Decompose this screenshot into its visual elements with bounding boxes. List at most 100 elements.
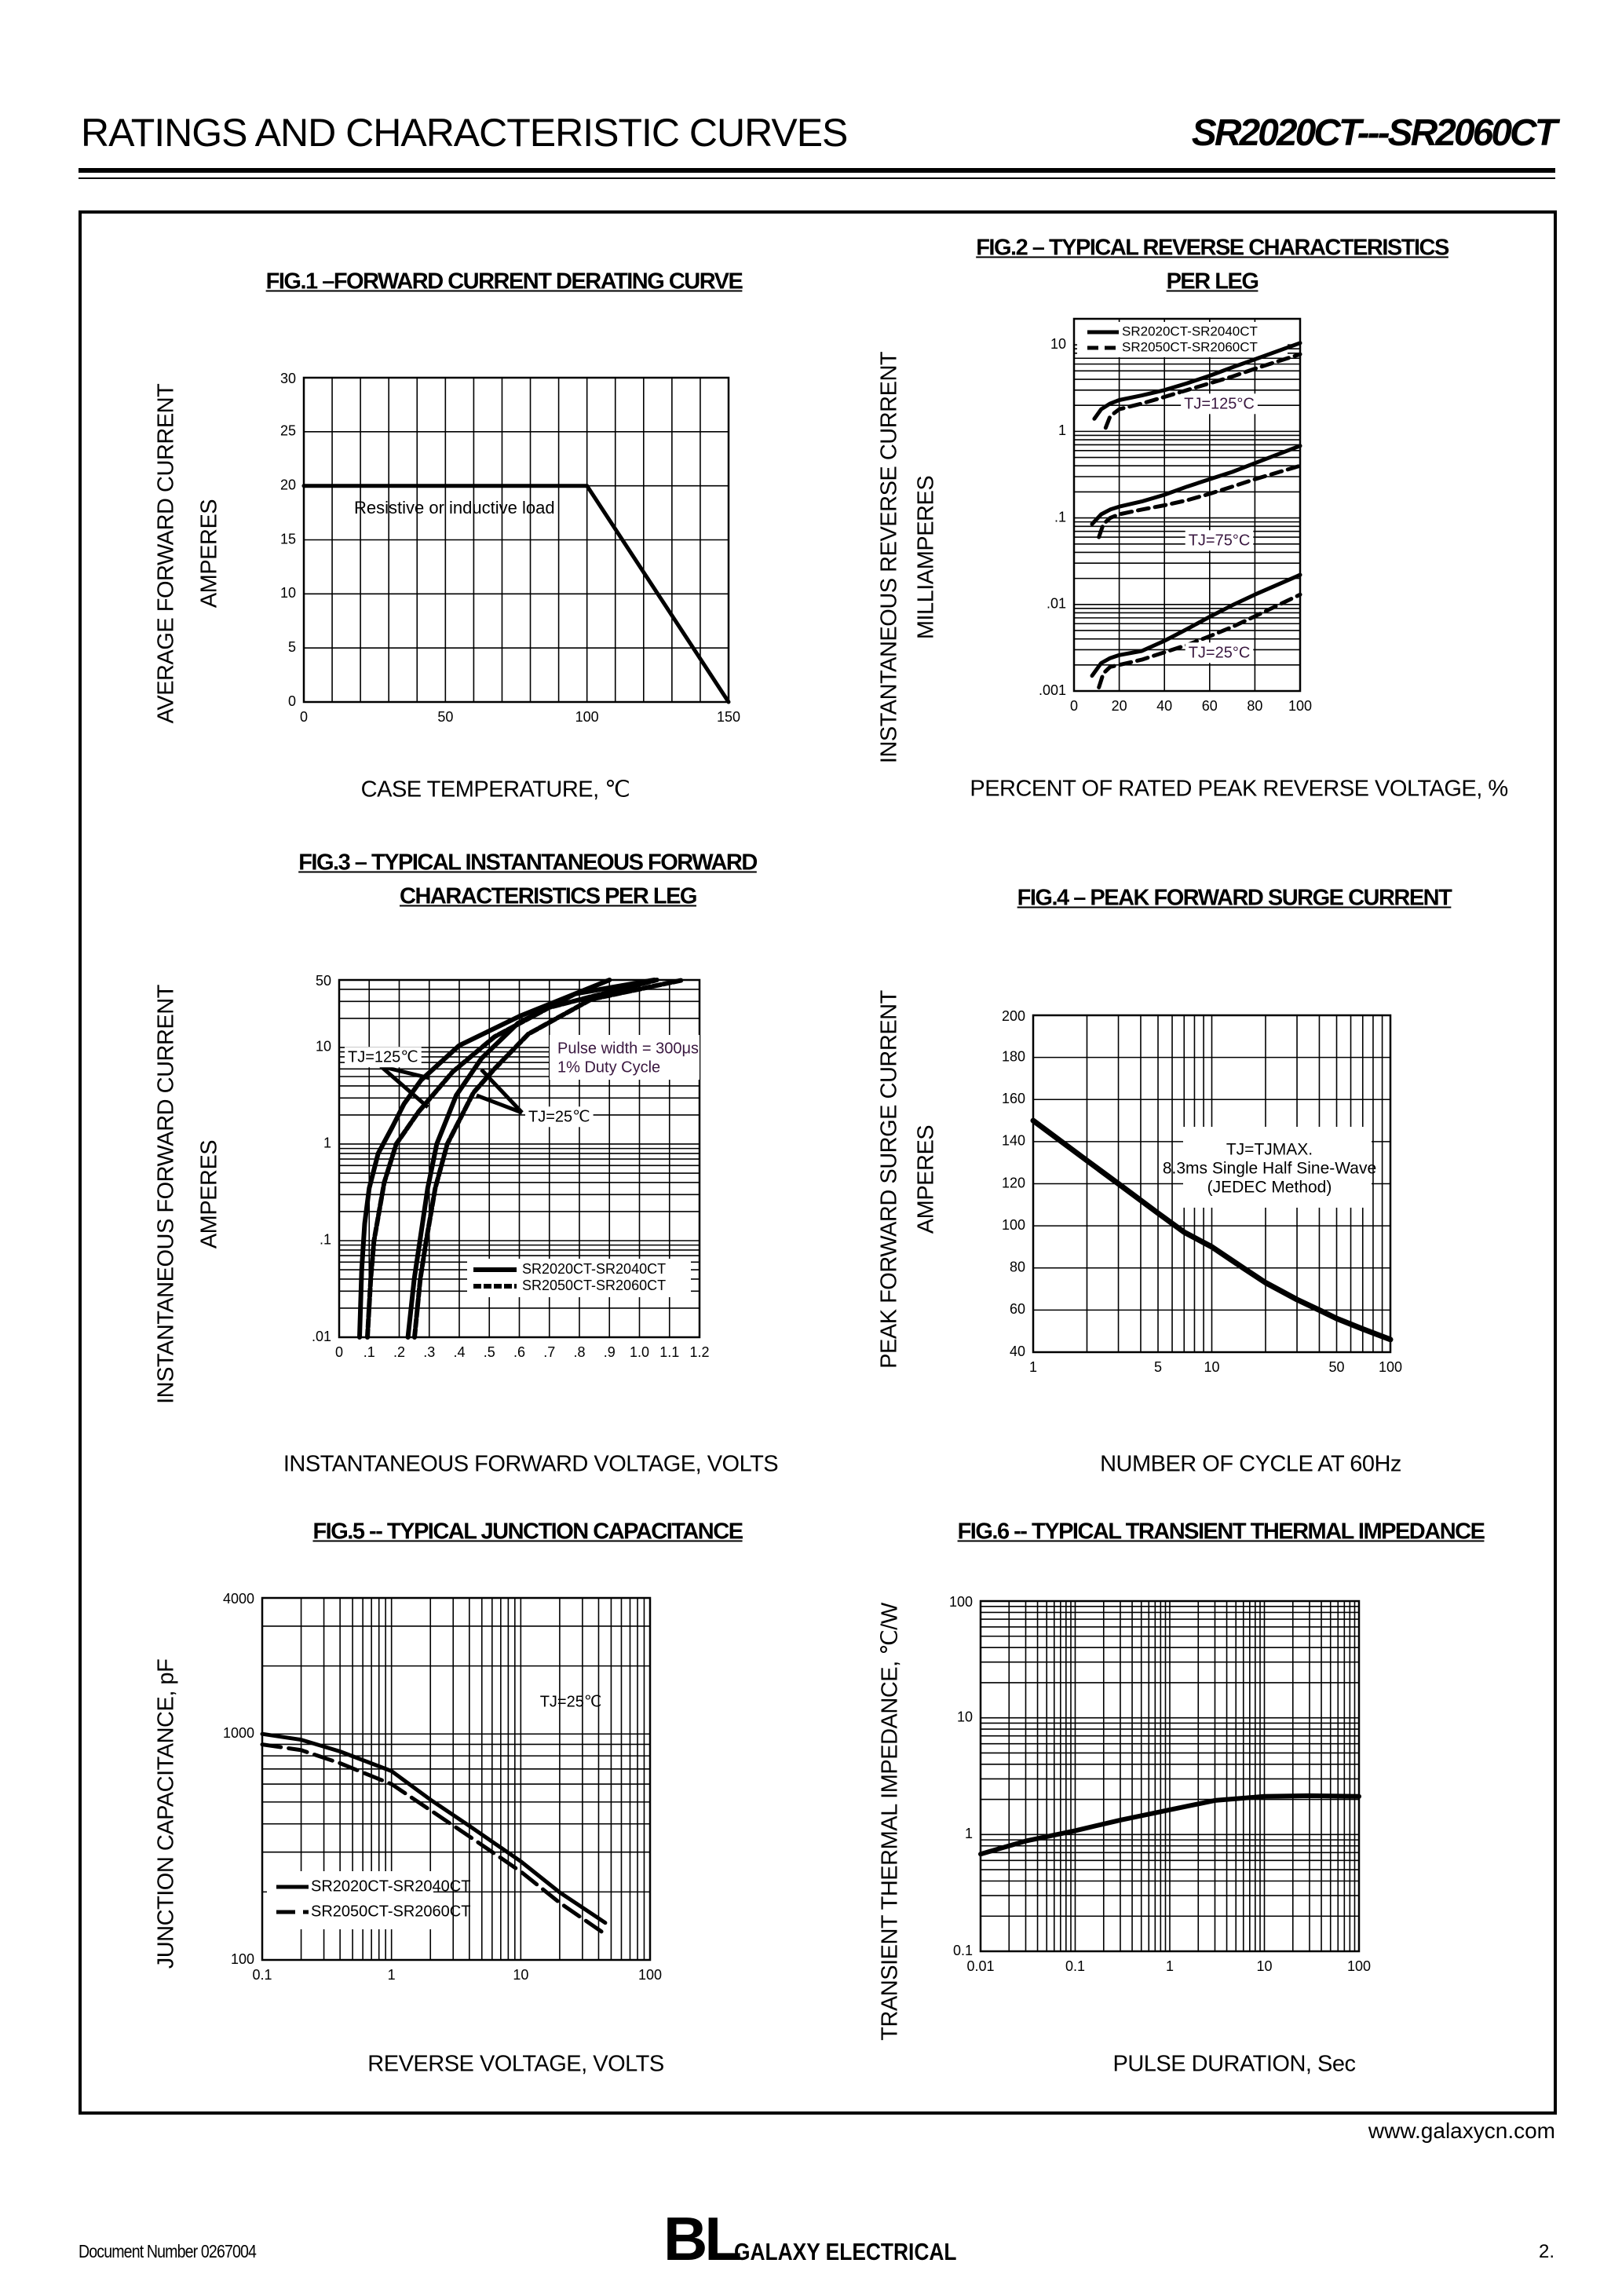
fig5-xlabel: REVERSE VOLTAGE, VOLTS	[367, 2051, 664, 2077]
fig4-ytick-label: 100	[1002, 1217, 1025, 1233]
fig3-annotation: 1% Duty Cycle	[557, 1058, 660, 1076]
fig1-ytick-label: 0	[288, 693, 296, 709]
fig4-annotation: (JEDEC Method)	[1207, 1179, 1332, 1197]
page-title: RATINGS AND CHARACTERISTIC CURVES	[81, 111, 848, 155]
fig5-legend-label: SR2020CT-SR2040CT	[311, 1877, 470, 1895]
fig4-ytick-label: 200	[1002, 1008, 1025, 1024]
fig3-legend-box	[467, 1259, 691, 1297]
fig3-title-line2: CHARACTERISTICS PER LEG	[400, 883, 697, 909]
fig1-xtick-label: 0	[300, 709, 308, 725]
fig5-xtick-label: 10	[513, 1967, 528, 1983]
fig4-ytick-label: 60	[1010, 1301, 1025, 1317]
fig1-ytick-label: 30	[280, 371, 296, 386]
fig5-legend-label: SR2050CT-SR2060CT	[311, 1903, 470, 1920]
fig4-ytick-label: 80	[1010, 1260, 1025, 1275]
fig6-title: FIG.6 -- TYPICAL TRANSIENT THERMAL IMPED…	[957, 1519, 1485, 1545]
fig4-annotation-box	[1183, 1127, 1372, 1208]
header-rule-thick	[79, 168, 1555, 173]
fig6-ytick-label: 0.1	[953, 1943, 973, 1958]
page-number: 2.	[1539, 2241, 1555, 2262]
fig5-xtick-label: 0.1	[252, 1967, 272, 1983]
fig1-series-line-1	[301, 484, 731, 704]
fig6-xlabel: PULSE DURATION, Sec	[1112, 2051, 1356, 2077]
fig1-ytick-label: 10	[280, 585, 296, 601]
fig4-xtick-label: 10	[1204, 1359, 1219, 1375]
fig1-xlabel: CASE TEMPERATURE, ℃	[360, 777, 630, 803]
website-link[interactable]: www.galaxycn.com	[1368, 2119, 1555, 2143]
fig6-xtick-label: 0.1	[1065, 1958, 1085, 1974]
fig2-series-line-6	[1097, 592, 1302, 689]
fig6-xtick-label: 10	[1256, 1958, 1272, 1974]
fig6-plot-frame	[979, 1600, 1361, 1953]
fig1-xtick-label: 150	[717, 709, 740, 725]
fig2-ylabel-unit: MILLIAMPERES	[913, 475, 939, 640]
fig1-ytick-label: 20	[280, 477, 296, 492]
fig3-xtick-label: 1.2	[689, 1344, 709, 1360]
fig1-ytick-label: 5	[288, 639, 296, 655]
fig3-xtick-label: .7	[543, 1344, 555, 1360]
fig3-xtick-label: 1.1	[659, 1344, 679, 1360]
fig2-legend-box	[1077, 322, 1288, 357]
fig5-xtick-label: 1	[388, 1967, 396, 1983]
fig3-xtick-label: .8	[573, 1344, 585, 1360]
fig2-plot-frame	[1072, 317, 1302, 693]
fig3-annotation-pointer	[476, 1093, 523, 1115]
fig4-annotation: 8.3ms Single Half Sine-Wave	[1163, 1160, 1376, 1178]
fig3-annotation-pointer	[379, 1065, 429, 1109]
header-rule-thin	[79, 177, 1555, 179]
fig3-ytick-label: 50	[316, 973, 331, 989]
fig2-annotation: TJ=75°C	[1189, 532, 1251, 549]
fig2-title-line2: PER LEG	[1166, 269, 1259, 294]
fig3-plot-frame	[338, 978, 701, 1339]
fig5-xtick-label: 100	[638, 1967, 662, 1983]
fig3-xtick-label: 1.0	[630, 1344, 649, 1360]
fig2-xtick-label: 80	[1247, 698, 1262, 714]
fig5-title: FIG.5 -- TYPICAL JUNCTION CAPACITANCE	[312, 1519, 743, 1545]
fig3-title: FIG.3 – TYPICAL INSTANTANEOUS FORWARD	[298, 850, 758, 876]
charts-frame	[79, 210, 1557, 2115]
fig5-ylabel: JUNCTION CAPACITANCE, pF	[153, 1658, 179, 1969]
fig3-xtick-label: .2	[393, 1344, 405, 1360]
fig4-ytick-label: 180	[1002, 1048, 1025, 1064]
part-range: SR2020CT---SR2060CT	[1191, 112, 1558, 154]
fig2-xtick-label: 60	[1202, 698, 1218, 714]
fig4-xtick-label: 1	[1029, 1359, 1037, 1375]
fig4-series-line-1	[1030, 1117, 1394, 1343]
fig3-ytick-label: .1	[320, 1232, 331, 1248]
fig3-series-line-1	[357, 978, 612, 1340]
fig4-ylabel: PEAK FORWARD SURGE CURRENT	[876, 990, 902, 1369]
fig3-xlabel: INSTANTANEOUS FORWARD VOLTAGE, VOLTS	[283, 1451, 779, 1477]
fig6-xtick-label: 0.01	[966, 1958, 994, 1974]
fig1-title: FIG.1 –FORWARD CURRENT DERATING CURVE	[265, 269, 743, 294]
fig4-xtick-label: 100	[1379, 1359, 1402, 1375]
fig4-ytick-label: 40	[1010, 1344, 1025, 1359]
fig3-ytick-label: .01	[312, 1329, 331, 1344]
document-number: Document Number 0267004	[79, 2241, 257, 2261]
fig6-xtick-label: 100	[1347, 1958, 1371, 1974]
fig2-xtick-label: 100	[1288, 698, 1312, 714]
fig5-plot-frame	[261, 1596, 652, 1961]
fig1-ytick-label: 25	[280, 423, 296, 439]
fig4-ytick-label: 140	[1002, 1133, 1025, 1149]
fig2-annotation: TJ=25°C	[1189, 644, 1251, 661]
fig4-annotation: TJ=TJMAX.	[1226, 1141, 1313, 1159]
fig2-ylabel: INSTANTANEOUS REVERSE CURRENT	[876, 351, 902, 764]
fig4-title: FIG.4 – PEAK FORWARD SURGE CURRENT	[1017, 885, 1452, 911]
fig2-series-line-1	[1092, 341, 1302, 421]
fig1-annotation: Resistive or inductive load	[354, 498, 555, 517]
fig2-series-line-5	[1090, 572, 1302, 678]
fig2-title: FIG.2 – TYPICAL REVERSE CHARACTERISTICS	[976, 235, 1449, 261]
fig3-xtick-label: .4	[453, 1344, 465, 1360]
fig4-ytick-label: 120	[1002, 1175, 1025, 1190]
company-logo: BL	[663, 2204, 742, 2273]
fig2-ytick-label: .01	[1047, 596, 1066, 612]
fig2-ytick-label: .001	[1039, 682, 1066, 698]
fig3-ytick-label: 10	[316, 1039, 331, 1055]
fig3-annotation: TJ=25℃	[528, 1108, 590, 1125]
fig3-annotation-pointer	[480, 1068, 524, 1114]
fig2-xlabel: PERCENT OF RATED PEAK REVERSE VOLTAGE, %	[970, 776, 1508, 802]
fig2-annotation: TJ=125°C	[1184, 395, 1255, 412]
fig4-xtick-label: 5	[1154, 1359, 1162, 1375]
fig2-xtick-label: 40	[1156, 698, 1172, 714]
